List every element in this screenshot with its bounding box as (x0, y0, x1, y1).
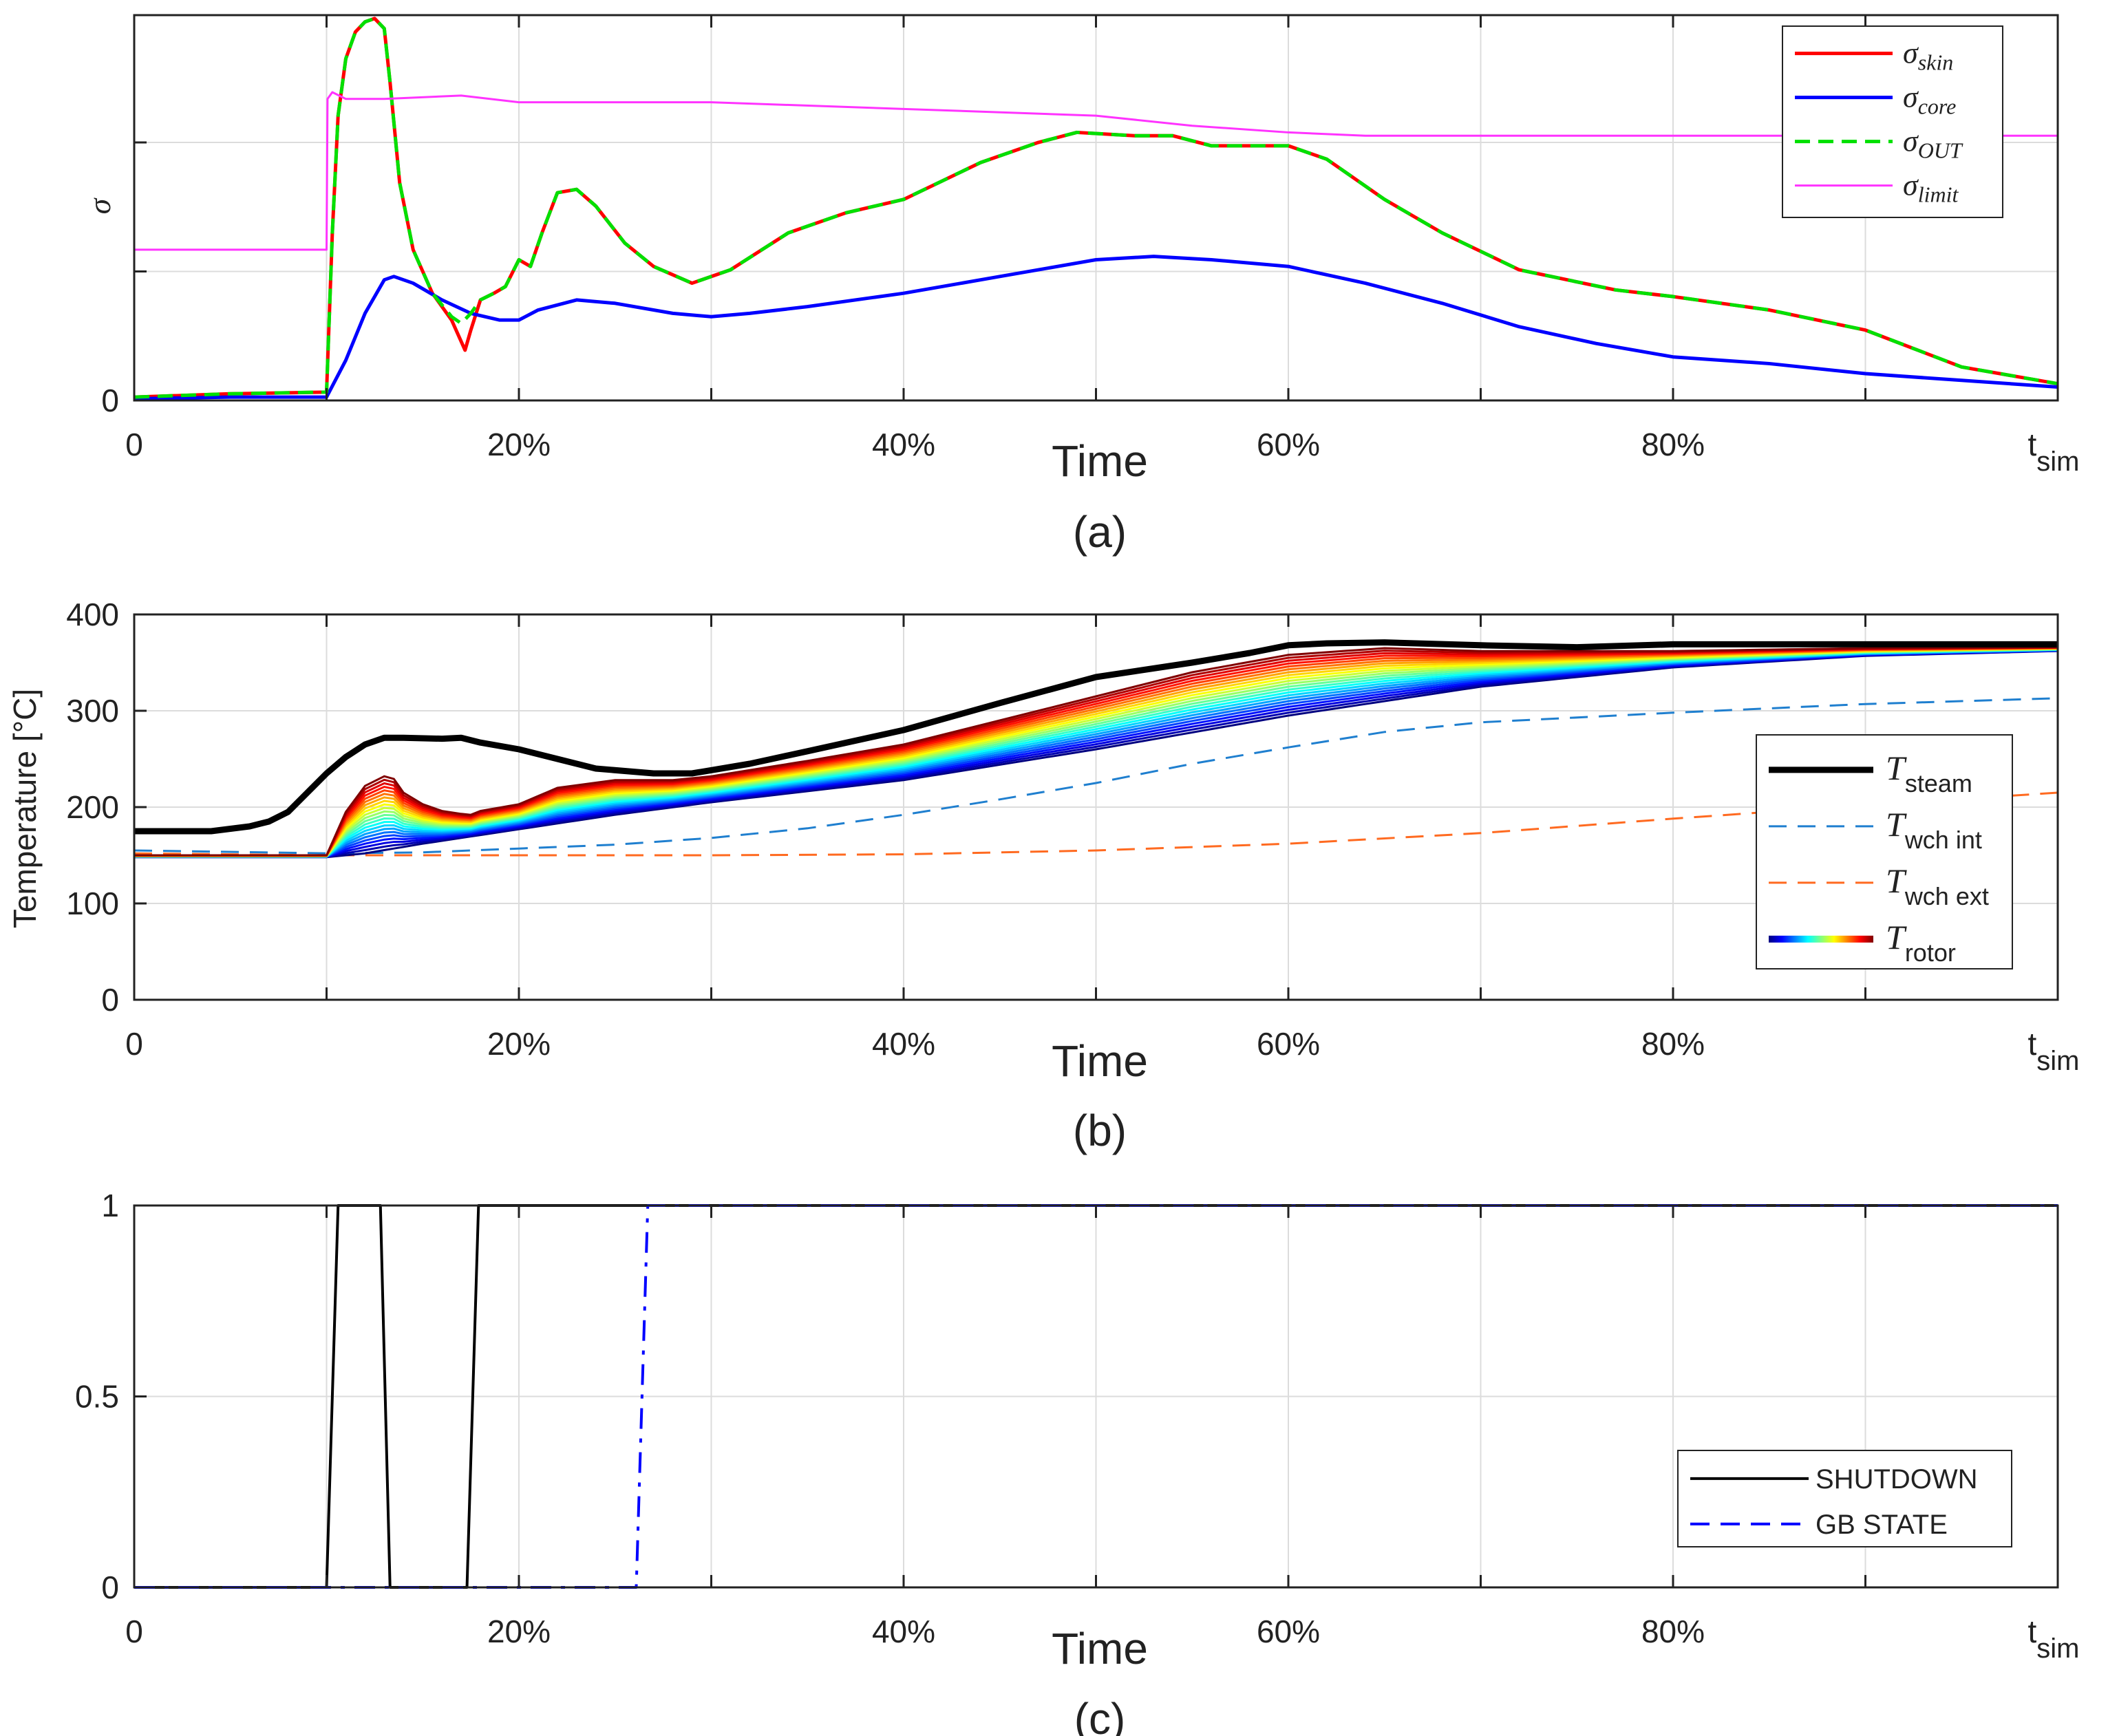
panel-b-y-ticks: 0 100 200 300 400 (66, 597, 147, 1018)
y-tick-label: 0 (101, 982, 119, 1018)
x-tick-label: 80% (1641, 1614, 1705, 1649)
legend-label-sub: OUT (1918, 138, 1963, 163)
y-tick-label: 0.5 (75, 1379, 119, 1415)
x-tick-label: 60% (1257, 427, 1320, 462)
x-tick-label: tsim (2028, 427, 2080, 477)
rotor-temperature-line (134, 646, 2058, 857)
x-tick-label: 0 (125, 1614, 143, 1649)
x-tick-label: 40% (872, 1614, 935, 1649)
legend-label-main: σ (1903, 169, 1919, 202)
panel-a-caption: (a) (1073, 507, 1127, 557)
x-tick-label: tsim (2028, 1614, 2080, 1664)
series-line-core (134, 255, 2058, 401)
x-tick-label: 80% (1641, 427, 1705, 462)
legend-label-main: σ (1903, 36, 1919, 70)
panel-c-legend: SHUTDOWN GB STATE (1677, 1450, 2012, 1547)
panel-b-x-label: Time (1052, 1036, 1148, 1086)
panel-a-y-label: σ (82, 197, 117, 214)
x-tick-label-sub: sim (2036, 1046, 2079, 1076)
legend-label: SHUTDOWN (1816, 1464, 1978, 1494)
legend-label-sub: skin (1918, 50, 1954, 75)
panel-c-y-ticks: 00.51 (75, 1188, 147, 1605)
panel-c-x-label: Time (1052, 1624, 1148, 1673)
legend-label-main: σ (1903, 125, 1919, 158)
series-line-wch-int (134, 697, 2058, 855)
x-tick-label: 80% (1641, 1026, 1705, 1062)
y-tick-label: 200 (66, 789, 119, 825)
series-line-steam (134, 639, 2058, 835)
legend-label: σOUT (1903, 125, 1963, 163)
legend-label-sub: limit (1918, 182, 1959, 207)
legend-label-sub: steam (1905, 769, 1972, 797)
legend-label: Trotor (1886, 918, 1956, 967)
x-tick-label: 60% (1257, 1026, 1320, 1062)
panel-a-y-ticks: 0 (101, 141, 147, 418)
legend-swatch (1769, 935, 1873, 943)
panel-a-chart: 0 20% 40% 60% 80% tsim 0 Time σ (a) σskinσcor… (82, 14, 2080, 557)
x-tick-label: 40% (872, 1026, 935, 1062)
legend-box (1756, 734, 2013, 969)
legend-label: Tsteam (1886, 749, 1972, 797)
panel-b-chart: 0 20% 40% 60% 80% tsim 0 100 200 300 400 Time Tem… (7, 597, 2080, 1155)
series-line-wch-ext (134, 791, 2058, 857)
legend-label: σlimit (1903, 169, 1959, 207)
panel-a-grid (134, 15, 2058, 400)
x-tick-label-sub: sim (2036, 447, 2079, 477)
y-tick-label: 1 (101, 1188, 119, 1223)
x-tick-label: 20% (487, 1614, 551, 1649)
legend-label-main: T (1886, 918, 1907, 956)
y-tick-label: 300 (66, 693, 119, 729)
legend-label-main: T (1886, 805, 1907, 844)
legend-label: Twch ext (1886, 861, 1989, 910)
panel-b-caption: (b) (1073, 1106, 1127, 1155)
legend-label-main: T (1886, 861, 1907, 900)
legend-label: σcore (1903, 81, 1956, 119)
x-tick-label: 40% (872, 427, 935, 462)
legend-label: GB STATE (1816, 1510, 1948, 1540)
legend-label-sub: core (1918, 94, 1957, 119)
y-tick-label: 0 (101, 1569, 119, 1605)
y-tick-label: 0 (101, 383, 119, 418)
legend-label-sub: rotor (1905, 939, 1956, 967)
legend-label-main: T (1886, 749, 1907, 787)
y-tick-label: 400 (66, 597, 119, 632)
legend-label-sub: wch int (1904, 826, 1982, 854)
x-tick-label: 20% (487, 1026, 551, 1062)
panel-c-chart: 0 20% 40% 60% 80% tsim 00.51 Time (c) SHUTDOW… (75, 1188, 2079, 1736)
series-line-limit (134, 91, 2058, 251)
series-line-skin (134, 17, 2058, 399)
y-tick-label: 100 (66, 886, 119, 921)
panel-b-series (134, 639, 2058, 859)
legend-label: Twch int (1886, 805, 1982, 854)
x-tick-label: tsim (2028, 1026, 2080, 1076)
panel-c-x-ticks: 0 20% 40% 60% 80% tsim (125, 1205, 2080, 1664)
panel-a-series (134, 17, 2058, 401)
x-tick-label: 60% (1257, 1614, 1320, 1649)
x-tick-label: 0 (125, 427, 143, 462)
panel-b-y-label: Temperature [°C] (7, 689, 43, 928)
legend-label-sub: wch ext (1904, 882, 1989, 910)
x-tick-label: 20% (487, 427, 551, 462)
legend-box (1677, 1450, 2012, 1547)
panel-c-caption: (c) (1074, 1694, 1126, 1736)
panel-b-x-ticks: 0 20% 40% 60% 80% tsim (125, 614, 2080, 1076)
panel-a-x-label: Time (1052, 436, 1148, 486)
x-tick-label: 0 (125, 1026, 143, 1062)
legend-label-main: σ (1903, 81, 1919, 114)
series-line-shutdown (134, 1204, 2058, 1589)
x-tick-label-sub: sim (2036, 1633, 2079, 1664)
legend-label: σskin (1903, 36, 1953, 75)
